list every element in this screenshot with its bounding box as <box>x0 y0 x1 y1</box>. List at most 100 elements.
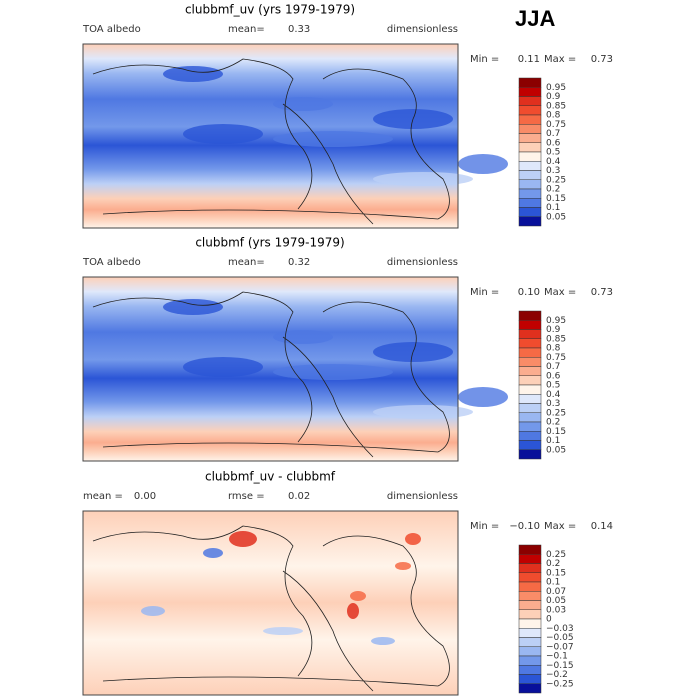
header-center: mean= <box>228 257 265 268</box>
min-value: 0.11 <box>518 54 540 65</box>
map-blob <box>229 531 257 547</box>
colorbar-box <box>518 403 542 413</box>
colorbar-box <box>518 581 542 592</box>
coastline <box>92 291 450 458</box>
colorbar-label: 0.1 <box>546 436 560 446</box>
colorbar-box <box>518 188 542 199</box>
map-blob <box>183 357 263 377</box>
colorbar-box <box>518 142 542 153</box>
map-blob <box>273 131 393 147</box>
colorbar-box <box>518 646 542 657</box>
colorbar-label: −0.05 <box>546 633 574 643</box>
colorbar-label: 0.15 <box>546 568 566 578</box>
map <box>82 43 508 229</box>
colorbar-label: 0.4 <box>546 390 561 400</box>
map-blob <box>183 124 263 144</box>
colorbar-label: 0.95 <box>546 83 566 93</box>
max-value: 0.73 <box>591 54 613 65</box>
colorbar-box <box>518 384 542 395</box>
colorbar-label: 0 <box>546 615 552 625</box>
colorbar-box <box>518 347 542 358</box>
colorbar-label: 0.5 <box>546 148 560 158</box>
colorbar-label: 0.85 <box>546 334 566 344</box>
colorbar-box <box>518 563 542 573</box>
colorbar-box <box>518 591 542 601</box>
max-value: 0.14 <box>591 521 613 532</box>
colorbar-box <box>518 572 542 583</box>
map-blob <box>273 330 333 344</box>
map-blob <box>350 591 366 601</box>
colorbar-label: 0.6 <box>546 138 561 148</box>
map-frame <box>82 43 459 229</box>
colorbar-box <box>518 431 542 441</box>
colorbar-label: 0.5 <box>546 381 560 391</box>
colorbar-box <box>518 179 542 190</box>
header-left: TOA albedo <box>82 24 141 35</box>
colorbar-box <box>518 114 542 125</box>
header-left-value: 0.00 <box>134 491 156 502</box>
map-field <box>83 277 458 461</box>
panel-title: clubbmf (yrs 1979-1979) <box>195 236 344 250</box>
min-label: Min = <box>470 521 499 532</box>
map-frame <box>82 510 459 696</box>
max-label: Max = <box>544 54 576 65</box>
colorbar-label: 0.3 <box>546 166 560 176</box>
map-field <box>83 44 458 228</box>
colorbar-label: 0.7 <box>546 362 560 372</box>
header-center: mean= <box>228 24 265 35</box>
colorbar-box <box>518 609 542 620</box>
min-value: 0.10 <box>518 287 540 298</box>
colorbar-label: −0.25 <box>546 679 574 689</box>
colorbar-label: 0.75 <box>546 120 566 130</box>
map-blob <box>203 548 223 558</box>
max-value: 0.73 <box>591 287 613 298</box>
map-blob <box>395 562 411 570</box>
colorbar-box <box>518 207 542 217</box>
colorbar-label: −0.03 <box>546 624 574 634</box>
colorbar-label: 0.07 <box>546 587 566 597</box>
colorbar-label: −0.2 <box>546 670 568 680</box>
colorbar-label: 0.9 <box>546 92 561 102</box>
colorbar-label: 0.2 <box>546 185 560 195</box>
min-label: Min = <box>470 54 499 65</box>
panels: clubbmf_uv (yrs 1979-1979) TOA albedo mean… <box>82 3 613 696</box>
map-blob <box>347 603 359 619</box>
coastline <box>92 525 450 692</box>
header-center-value: 0.02 <box>288 491 310 502</box>
colorbar-label: −0.1 <box>546 652 568 662</box>
map-blob <box>373 172 473 186</box>
colorbar-box <box>518 655 542 666</box>
colorbar-label: 0.05 <box>546 212 566 222</box>
map-blob <box>405 533 421 545</box>
map-frame <box>82 276 459 462</box>
colorbar-box <box>518 665 542 675</box>
colorbar-box <box>518 366 542 376</box>
map-blob <box>458 387 508 407</box>
map-blob <box>141 606 165 616</box>
colorbar-label: 0.1 <box>546 578 560 588</box>
colorbar-label: 0.03 <box>546 605 566 615</box>
colorbar-box <box>518 320 542 330</box>
colorbar-box <box>518 170 542 180</box>
colorbar-box <box>518 133 542 143</box>
header-right: dimensionless <box>387 257 458 268</box>
map-blob <box>163 299 223 315</box>
map-blob <box>373 405 473 419</box>
colorbar-label: 0.85 <box>546 101 566 111</box>
colorbar-label: 0.25 <box>546 175 566 185</box>
colorbar-box <box>518 161 542 171</box>
colorbar-box <box>518 357 542 367</box>
max-label: Max = <box>544 521 576 532</box>
map <box>82 276 508 462</box>
colorbar-box <box>518 637 542 647</box>
colorbar-box <box>518 618 542 629</box>
colorbar-label: 0.8 <box>546 344 561 354</box>
map-blob <box>163 66 223 82</box>
colorbar-box <box>518 338 542 349</box>
colorbar-label: 0.3 <box>546 399 560 409</box>
header-left: TOA albedo <box>82 257 141 268</box>
colorbar-box <box>518 96 542 106</box>
colorbar-label: −0.15 <box>546 661 574 671</box>
header-left: mean = <box>83 491 123 502</box>
